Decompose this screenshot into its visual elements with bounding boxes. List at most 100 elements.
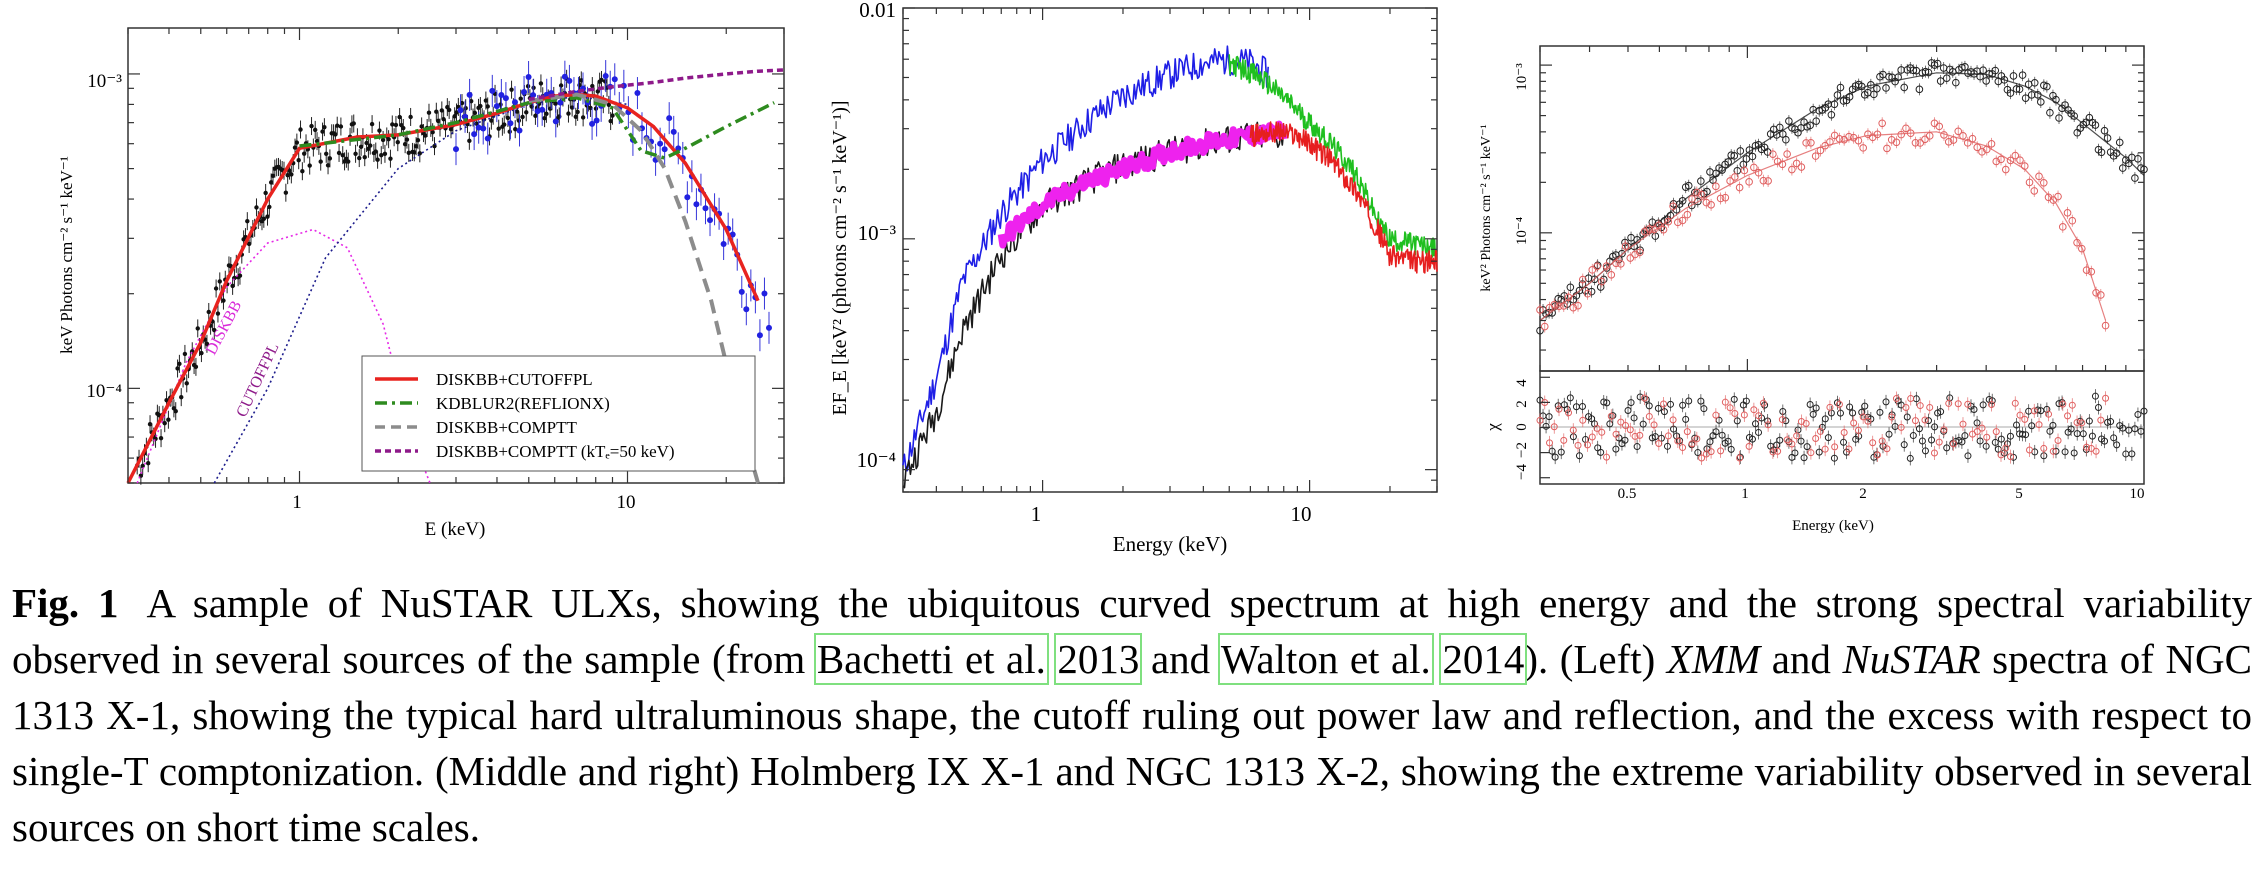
xmm-data-point bbox=[397, 114, 402, 120]
residual-data-point bbox=[1988, 397, 1996, 405]
legend-entry-diskbb-comptt-50kev: DISKBB+COMPTT (kTₑ=50 keV) bbox=[436, 442, 675, 461]
residual-data-point bbox=[1916, 402, 1924, 410]
figure: 1 10 10⁻³ 10⁻⁴ E (keV) keV Photons cm⁻² … bbox=[57, 0, 2148, 556]
residual-data-point bbox=[1873, 451, 1881, 459]
residual-data-point bbox=[1633, 443, 1641, 451]
residual-data-point bbox=[2049, 421, 2057, 429]
residual-data-point bbox=[1598, 428, 1606, 436]
xmm-data-point bbox=[335, 123, 340, 128]
residual-data-point bbox=[1800, 454, 1808, 462]
residual-data-point bbox=[2059, 400, 2067, 408]
spectrum-series-4 bbox=[1249, 121, 1438, 274]
spectrum-data-point bbox=[1812, 117, 1821, 125]
spectrum-data-point bbox=[1954, 127, 1963, 136]
residual-data-point bbox=[1761, 401, 1769, 409]
xmm-data-point bbox=[533, 113, 538, 119]
residual-data-point bbox=[1915, 425, 1923, 433]
xmm-data-point bbox=[518, 96, 523, 101]
residual-data-point bbox=[1717, 447, 1725, 455]
residual-data-point bbox=[2092, 447, 2100, 455]
residual-data-point bbox=[1654, 404, 1662, 412]
model-curve-3 bbox=[528, 68, 785, 102]
xmm-data-point bbox=[505, 115, 511, 121]
spectrum-data-point bbox=[1811, 152, 1820, 160]
spectrum-data-point bbox=[1979, 66, 1987, 75]
spectrum-data-point bbox=[1564, 293, 1573, 302]
spectrum-data-point bbox=[2103, 134, 2112, 142]
residual-data-point bbox=[2054, 436, 2062, 444]
spectrum-data-point bbox=[1775, 123, 1784, 132]
spectrum-data-point bbox=[2025, 178, 2034, 187]
spectrum-data-point bbox=[1961, 63, 1969, 71]
residual-data-point bbox=[1859, 413, 1867, 421]
xmm-data-point bbox=[215, 311, 221, 316]
residual-data-point bbox=[1698, 454, 1706, 462]
residual-data-point bbox=[1639, 420, 1647, 428]
xmm-data-point bbox=[322, 124, 327, 130]
residual-data-point bbox=[2067, 425, 2075, 433]
caption-text-run: ). (Left) bbox=[1524, 636, 1667, 682]
spectrum-data-point bbox=[2091, 121, 2100, 129]
residual-data-point bbox=[1742, 397, 1750, 405]
xmm-data-point bbox=[595, 89, 601, 94]
spectrum-data-point bbox=[1968, 134, 1977, 143]
residual-data-point bbox=[1945, 399, 1953, 407]
spectrum-data-point bbox=[1763, 148, 1772, 156]
caption-citation[interactable]: Bachetti et al. bbox=[813, 633, 1049, 685]
residual-data-point bbox=[1959, 420, 1967, 428]
spectrum-data-point bbox=[1569, 303, 1578, 312]
residual-data-point bbox=[1931, 423, 1939, 431]
xmm-data-point bbox=[463, 106, 468, 111]
xmm-data-point bbox=[439, 108, 445, 113]
residual-data-point bbox=[1906, 454, 1914, 462]
residual-data-point bbox=[2137, 427, 2145, 435]
caption-citation[interactable]: 2013 bbox=[1054, 633, 1143, 685]
xmm-data-point bbox=[467, 138, 472, 144]
spectrum-data-point bbox=[1835, 134, 1844, 143]
xmm-data-point bbox=[358, 144, 364, 150]
spectrum-data-point bbox=[1587, 287, 1596, 296]
xmm-data-point bbox=[373, 149, 378, 154]
middle-xtick-10: 10 bbox=[1291, 502, 1312, 526]
caption-citation[interactable]: Walton et al. bbox=[1217, 633, 1434, 685]
left-x-axis-label: E (keV) bbox=[425, 519, 486, 540]
xmm-data-point bbox=[401, 125, 406, 131]
caption-citation[interactable]: 2014 bbox=[1439, 633, 1528, 685]
residual-data-point bbox=[1736, 454, 1744, 462]
residual-data-point bbox=[2107, 418, 2115, 426]
spectrum-data-point bbox=[1807, 138, 1815, 147]
xmm-data-point bbox=[573, 114, 578, 119]
residual-data-point bbox=[1584, 441, 1592, 449]
spectrum-data-point bbox=[1607, 271, 1616, 279]
nustar-data-point bbox=[670, 128, 677, 135]
spectrum-data-point bbox=[1736, 147, 1745, 155]
residual-data-point bbox=[2113, 441, 2121, 449]
residual-data-point bbox=[1849, 409, 1857, 417]
middle-x-axis-label: Energy (keV) bbox=[1113, 532, 1228, 556]
residual-data-point bbox=[2140, 407, 2148, 415]
xmm-data-point bbox=[485, 104, 490, 109]
xmm-data-point bbox=[553, 101, 558, 106]
spectrum-series-0 bbox=[902, 45, 1269, 472]
spectrum-data-point bbox=[2020, 162, 2029, 170]
residual-data-point bbox=[1750, 406, 1758, 414]
spectrum-data-point bbox=[2052, 95, 2060, 104]
spectrum-data-point bbox=[1745, 146, 1754, 154]
residual-data-point bbox=[1885, 430, 1893, 438]
residual-data-point bbox=[1779, 407, 1787, 415]
nustar-data-point bbox=[507, 120, 514, 127]
spectrum-data-point bbox=[1536, 326, 1544, 335]
residual-data-point bbox=[1937, 408, 1945, 416]
xmm-data-point bbox=[164, 397, 169, 403]
spectrum-data-point bbox=[2118, 164, 2127, 172]
residual-data-point bbox=[1546, 439, 1554, 447]
xmm-data-point bbox=[569, 105, 575, 110]
residual-data-point bbox=[1612, 430, 1620, 438]
spectrum-data-point bbox=[1783, 150, 1791, 158]
residual-data-point bbox=[1685, 397, 1693, 405]
xmm-data-point bbox=[454, 110, 459, 115]
residual-data-point bbox=[1782, 417, 1790, 425]
nustar-data-point bbox=[661, 146, 668, 153]
spectrum-data-point bbox=[1873, 84, 1881, 93]
xmm-data-point bbox=[419, 124, 424, 129]
